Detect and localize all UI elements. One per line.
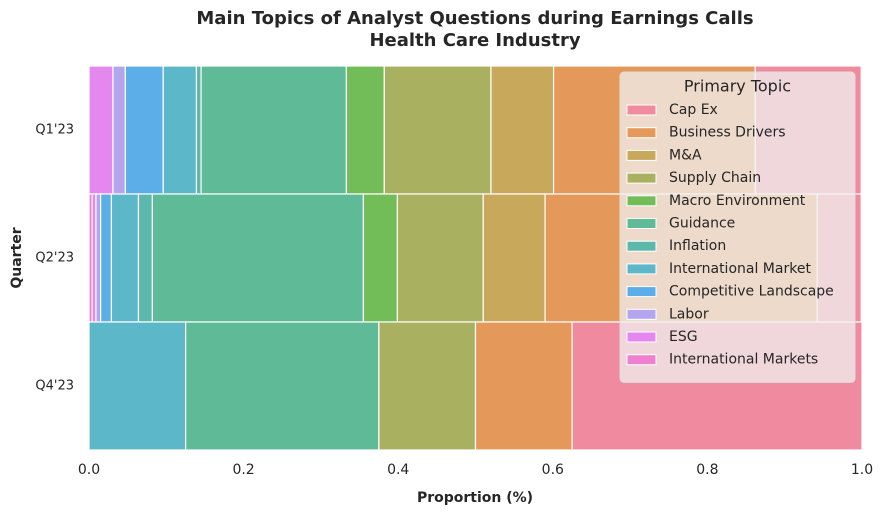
x-axis-label: Proportion (%) [417,490,533,506]
legend-title: Primary Topic [684,77,791,96]
legend-box [619,71,856,383]
x-tick-label: 0.2 [232,462,254,478]
legend-swatch [626,240,657,252]
legend-label: Supply Chain [669,170,761,186]
bar-segment [88,65,114,195]
legend-swatch [626,104,657,116]
legend-swatch [626,195,657,207]
y-tick-label: Q4'23 [35,379,74,394]
chart-title: Main Topics of Analyst Questions during … [196,8,753,29]
bar-segment [162,65,198,195]
legend-label: M&A [669,147,702,163]
y-tick-label: Q2'23 [35,251,74,266]
x-tick-label: 0.4 [387,462,409,478]
bar-segment [345,65,385,195]
x-tick-label: 0.8 [696,462,718,478]
legend-swatch [626,263,657,275]
legend-label: International Market [669,261,811,277]
y-axis-label: Quarter [9,227,25,288]
bar-segment [151,193,365,323]
legend-label: Labor [669,306,709,322]
y-tick-label: Q1'23 [35,123,74,138]
x-tick-label: 0.6 [542,462,564,478]
bar-segment [88,321,187,451]
bar-segment [99,193,113,323]
bar-segment [112,65,126,195]
legend-swatch [626,149,657,161]
bar-segment [474,321,573,451]
bar-segment [185,321,380,451]
legend-label: International Markets [669,352,818,368]
bar-segment [110,193,140,323]
x-tick-label: 1.0 [851,462,873,478]
bar-segment [378,321,477,451]
bar-segment [383,65,492,195]
bar-segment [396,193,484,323]
bar-segment [362,193,399,323]
x-tick-label: 0.0 [78,462,100,478]
legend-label: Inflation [669,238,726,254]
legend-label: ESG [669,329,698,345]
legend-label: Business Drivers [669,125,786,141]
bar-segment [137,193,153,323]
legend-label: Competitive Landscape [669,284,834,300]
bar-segment [124,65,164,195]
legend-label: Macro Environment [669,193,806,209]
legend-swatch [626,286,657,298]
bar-segment [482,193,546,323]
bar-segment [95,193,102,323]
legend-swatch [626,127,657,139]
legend-swatch [626,172,657,184]
legend-swatch [626,331,657,343]
legend-swatch [626,308,657,320]
bar-segment [200,65,348,195]
bar-segment [490,65,555,195]
legend-swatch [626,354,657,366]
legend-label: Cap Ex [669,102,718,118]
chart-subtitle: Health Care Industry [369,30,580,51]
legend: Primary Topic Cap Ex Business Drivers M&A Su… [619,71,856,383]
legend-label: Guidance [669,216,735,232]
legend-swatch [626,218,657,229]
bar-segment [195,65,202,195]
